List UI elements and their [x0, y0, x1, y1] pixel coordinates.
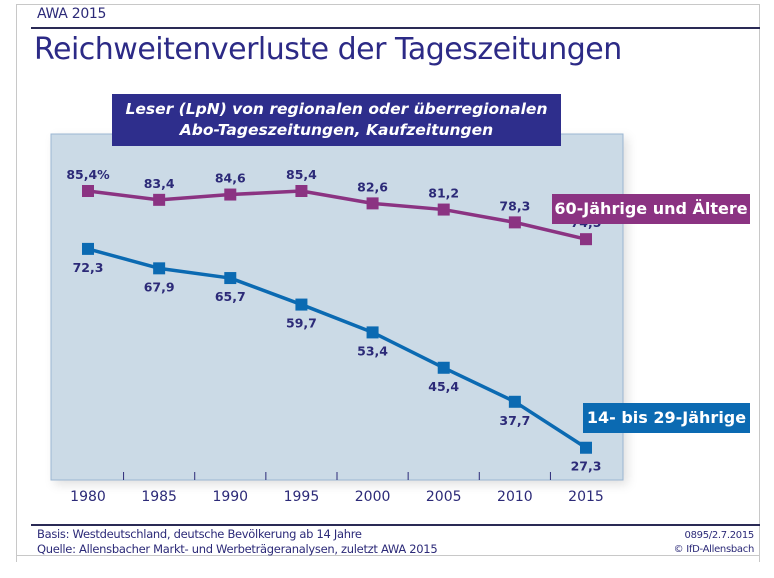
x-tick-label: 2015 — [568, 489, 604, 505]
x-tick-label: 1985 — [141, 489, 177, 505]
data-label: 27,3 — [571, 459, 602, 474]
data-label: 72,3 — [73, 260, 104, 275]
copyright: © IfD-Allensbach — [673, 544, 755, 555]
data-point-marker — [82, 185, 94, 198]
chart-title: Reichweitenverluste der Tageszeitungen — [34, 32, 622, 67]
x-axis-ticks — [123, 472, 551, 480]
series-line — [87, 247, 587, 450]
data-point-marker — [295, 298, 308, 311]
data-point-marker — [580, 441, 592, 454]
data-label: 67,9 — [144, 279, 175, 294]
frame-bottom-border — [16, 555, 760, 556]
subtitle-line-2: Abo-Tageszeitungen, Kaufzeitungen — [179, 121, 494, 139]
x-tick-label: 2010 — [497, 489, 533, 505]
x-tick-label: 2005 — [426, 489, 462, 505]
data-point-marker — [82, 242, 94, 255]
series-group: 85,4%83,484,685,482,681,278,374,572,367,… — [66, 167, 601, 474]
data-point-marker — [224, 188, 237, 201]
series-60-plus: 85,4%83,484,685,482,681,278,374,5 — [66, 167, 601, 246]
data-point-marker — [508, 395, 521, 408]
series-line — [87, 189, 587, 241]
footnote-source: Quelle: Allensbacher Markt- und Werbeträ… — [37, 542, 438, 556]
footer-divider — [31, 524, 760, 526]
legend-label-14-29: 14- bis 29-Jährige — [583, 403, 750, 433]
x-axis-labels: 1980 1985 1990 1995 2000 2005 2010 2015 — [70, 489, 604, 505]
data-label: 45,4 — [428, 379, 459, 394]
legend-label-60-plus: 60-Jährige und Ältere — [552, 194, 750, 224]
data-label: 78,3 — [499, 198, 530, 213]
data-point-marker — [437, 361, 450, 374]
data-point-marker — [508, 216, 521, 229]
data-label: 53,4 — [357, 343, 388, 358]
plot-area — [50, 133, 624, 481]
data-label: 59,7 — [286, 316, 317, 331]
subtitle-line-1: Leser (LpN) von regionalen oder überregi… — [125, 100, 548, 118]
data-label: 82,6 — [357, 179, 388, 194]
data-point-marker — [580, 233, 592, 246]
chart-subtitle-box: Leser (LpN) von regionalen oder überregi… — [112, 94, 561, 146]
footnote-basis: Basis: Westdeutschland, deutsche Bevölke… — [37, 527, 362, 541]
document-code: 0895/2.7.2015 — [684, 530, 755, 541]
data-point-marker — [366, 197, 379, 210]
data-point-marker — [224, 272, 237, 285]
data-label: 37,7 — [499, 413, 530, 428]
x-tick-label: 1980 — [70, 489, 106, 505]
data-label: 83,4 — [144, 176, 175, 191]
data-label: 85,4% — [66, 167, 110, 182]
x-tick-label: 1995 — [284, 489, 320, 505]
x-tick-label: 2000 — [355, 489, 391, 505]
header-divider — [31, 27, 760, 29]
data-label: 65,7 — [215, 289, 246, 304]
series-14-29: 72,3 67,9 65,7 59,7 53,4 45,4 37,7 27,3 — [73, 242, 602, 474]
data-point-marker — [153, 193, 166, 206]
data-point-marker — [295, 185, 308, 198]
data-label: 84,6 — [215, 171, 246, 186]
data-label: 85,4 — [286, 167, 317, 182]
data-point-marker — [153, 262, 166, 275]
data-point-marker — [366, 326, 379, 339]
data-point-marker — [437, 203, 450, 216]
x-tick-label: 1990 — [212, 489, 248, 505]
data-label: 81,2 — [428, 186, 459, 201]
survey-label: AWA 2015 — [37, 6, 107, 22]
